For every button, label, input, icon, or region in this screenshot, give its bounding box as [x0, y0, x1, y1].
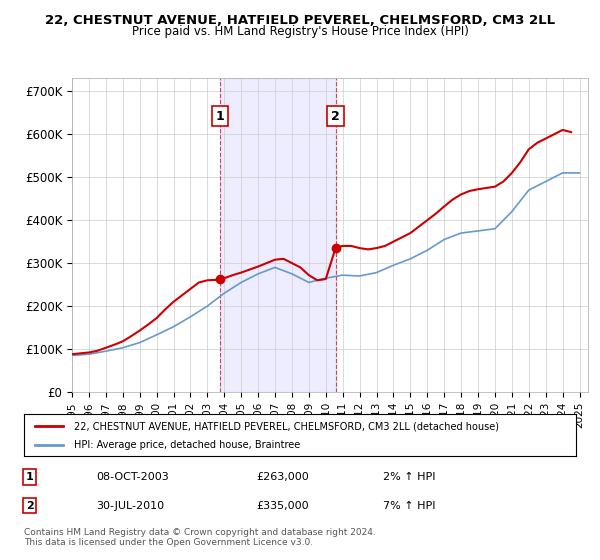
Text: 22, CHESTNUT AVENUE, HATFIELD PEVEREL, CHELMSFORD, CM3 2LL (detached house): 22, CHESTNUT AVENUE, HATFIELD PEVEREL, C… [74, 421, 499, 431]
Bar [220, 78, 335, 392]
Text: 08-OCT-2003: 08-OCT-2003 [96, 472, 169, 482]
Text: 1: 1 [26, 472, 34, 482]
Text: £263,000: £263,000 [256, 472, 308, 482]
Text: 30-JUL-2010: 30-JUL-2010 [96, 501, 164, 511]
Text: Price paid vs. HM Land Registry's House Price Index (HPI): Price paid vs. HM Land Registry's House … [131, 25, 469, 38]
Text: 1: 1 [216, 110, 225, 123]
Text: 2: 2 [26, 501, 34, 511]
Text: 7% ↑ HPI: 7% ↑ HPI [383, 501, 436, 511]
Text: 2% ↑ HPI: 2% ↑ HPI [383, 472, 436, 482]
Text: HPI: Average price, detached house, Braintree: HPI: Average price, detached house, Brai… [74, 440, 300, 450]
Text: Contains HM Land Registry data © Crown copyright and database right 2024.
This d: Contains HM Land Registry data © Crown c… [24, 528, 376, 547]
Text: 22, CHESTNUT AVENUE, HATFIELD PEVEREL, CHELMSFORD, CM3 2LL: 22, CHESTNUT AVENUE, HATFIELD PEVEREL, C… [45, 14, 555, 27]
Text: 2: 2 [331, 110, 340, 123]
Text: £335,000: £335,000 [256, 501, 308, 511]
